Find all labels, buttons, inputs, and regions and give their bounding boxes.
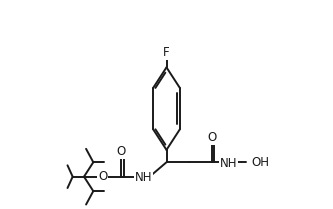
Text: O: O [98,170,107,183]
Text: O: O [207,131,216,144]
Text: NH: NH [135,171,153,184]
Text: O: O [117,145,126,158]
Text: OH: OH [251,156,269,169]
Text: F: F [163,46,170,59]
Text: NH: NH [220,157,237,170]
